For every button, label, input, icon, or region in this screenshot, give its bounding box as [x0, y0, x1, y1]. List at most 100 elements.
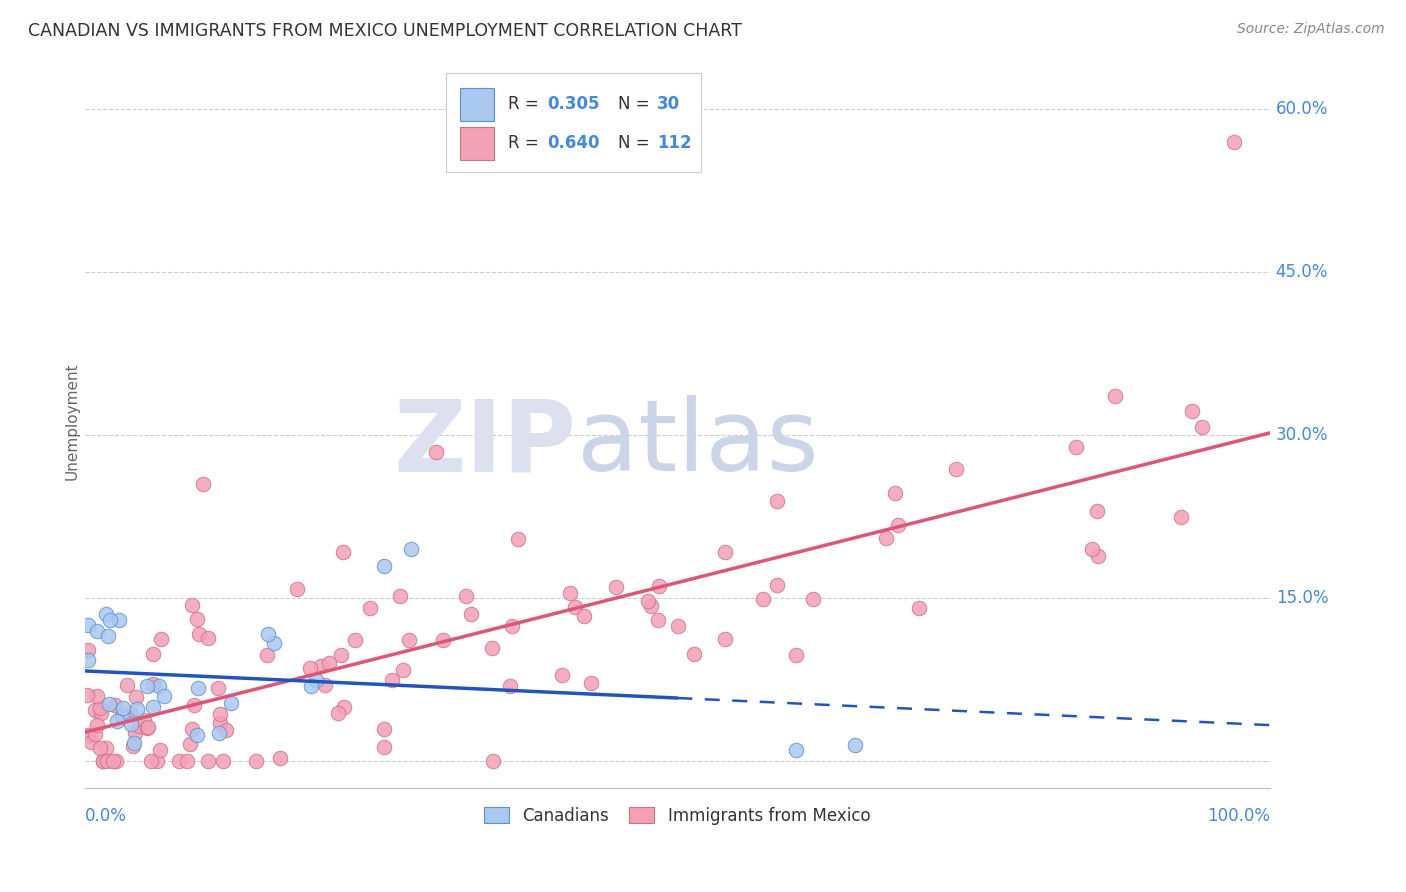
Point — [460, 607, 482, 621]
Point — [188, 626, 211, 640]
Point — [86, 690, 108, 704]
Point — [142, 677, 165, 691]
Point — [89, 741, 111, 756]
Text: 30: 30 — [657, 95, 681, 113]
Point — [142, 647, 165, 661]
Point — [373, 723, 395, 737]
Point — [149, 743, 172, 757]
Point — [637, 593, 659, 607]
Text: 0.305: 0.305 — [547, 95, 599, 113]
Point — [186, 612, 208, 626]
Point — [212, 754, 235, 768]
Point — [209, 715, 232, 730]
Point — [128, 719, 150, 733]
Point — [207, 681, 229, 695]
Point — [766, 493, 789, 508]
Text: 30.0%: 30.0% — [1275, 426, 1329, 444]
Text: R =: R = — [508, 134, 544, 153]
Point — [714, 545, 737, 559]
Point — [1064, 440, 1087, 454]
Point — [208, 706, 231, 721]
Point — [96, 741, 118, 756]
Point — [333, 700, 356, 714]
Point — [148, 679, 170, 693]
Text: 60.0%: 60.0% — [1275, 101, 1329, 119]
Point — [257, 626, 280, 640]
Point — [149, 632, 172, 646]
Point — [752, 591, 775, 606]
Point — [169, 754, 191, 768]
Point — [884, 486, 907, 500]
Point — [122, 736, 145, 750]
Text: 0.0%: 0.0% — [84, 806, 127, 824]
Point — [551, 667, 574, 681]
Point — [219, 696, 242, 710]
Point — [105, 754, 128, 768]
Text: ZIP: ZIP — [394, 395, 576, 492]
Point — [640, 599, 662, 613]
Point — [94, 607, 117, 622]
Point — [558, 585, 581, 599]
Point — [86, 718, 108, 732]
Point — [1080, 542, 1102, 557]
Point — [683, 647, 706, 661]
Point — [187, 681, 209, 695]
Point — [381, 673, 404, 687]
Point — [1170, 510, 1192, 524]
Point — [111, 700, 134, 714]
Point — [332, 545, 354, 559]
Text: 100.0%: 100.0% — [1206, 806, 1270, 824]
Point — [83, 727, 105, 741]
Point — [90, 706, 112, 721]
Text: CANADIAN VS IMMIGRANTS FROM MEXICO UNEMPLOYMENT CORRELATION CHART: CANADIAN VS IMMIGRANTS FROM MEXICO UNEMP… — [28, 22, 742, 40]
Point — [359, 601, 381, 615]
Point — [399, 542, 422, 557]
Text: N =: N = — [619, 95, 655, 113]
Point — [101, 754, 124, 768]
Point — [97, 629, 120, 643]
Point — [305, 673, 328, 687]
Point — [269, 751, 291, 765]
Point — [481, 754, 503, 768]
Point — [111, 708, 134, 723]
Point — [176, 754, 198, 768]
Point — [1087, 549, 1109, 563]
Point — [98, 613, 121, 627]
Point — [256, 648, 278, 662]
Point — [77, 618, 100, 632]
Point — [76, 642, 98, 657]
Point — [97, 698, 120, 712]
Point — [398, 632, 420, 647]
Point — [425, 444, 447, 458]
Point — [104, 698, 127, 712]
Point — [180, 722, 202, 736]
Text: 45.0%: 45.0% — [1275, 263, 1329, 281]
Text: 15.0%: 15.0% — [1275, 589, 1329, 607]
Point — [118, 706, 141, 720]
Point — [136, 721, 159, 735]
Point — [153, 689, 176, 703]
Text: 112: 112 — [657, 134, 692, 153]
Point — [766, 578, 789, 592]
Text: N =: N = — [619, 134, 655, 153]
Point — [263, 636, 285, 650]
Point — [714, 632, 737, 646]
Point — [91, 754, 114, 768]
Point — [197, 632, 219, 646]
Point — [86, 624, 108, 638]
Point — [108, 613, 131, 627]
Point — [875, 531, 897, 545]
Point — [181, 598, 204, 612]
Point — [89, 700, 111, 714]
Point — [844, 738, 866, 752]
Point — [373, 558, 395, 573]
Point — [907, 600, 929, 615]
Point — [80, 735, 103, 749]
FancyBboxPatch shape — [460, 87, 494, 120]
Point — [142, 699, 165, 714]
Point — [326, 706, 349, 720]
Point — [564, 599, 586, 614]
Point — [392, 664, 415, 678]
Point — [666, 618, 689, 632]
Point — [179, 737, 201, 751]
